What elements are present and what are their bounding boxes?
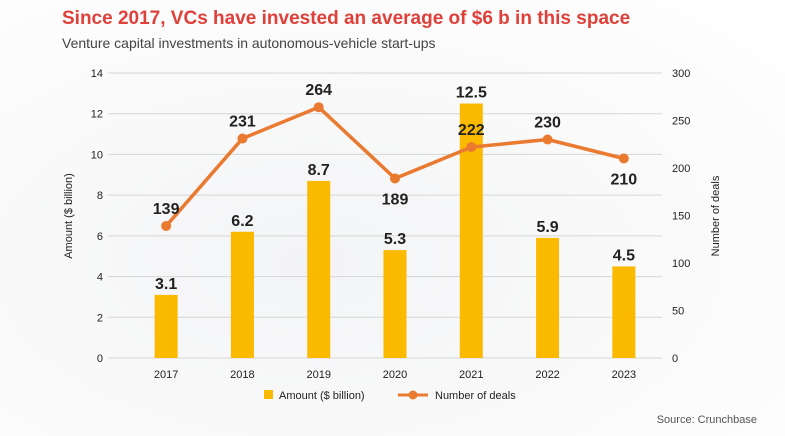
right-axis-title: Number of deals <box>710 175 722 256</box>
x-tick-label: 2017 <box>154 369 178 381</box>
bar-value-label: 5.9 <box>536 219 558 236</box>
x-tick-label: 2023 <box>612 369 636 381</box>
left-axis-ticks: 0 2 4 6 8 10 12 14 <box>91 68 103 365</box>
right-axis-ticks: 0 50 100 150 200 250 300 <box>672 68 690 365</box>
bar-value-label: 8.7 <box>308 162 330 179</box>
deals-value-label: 230 <box>534 115 561 132</box>
y-tick-label: 12 <box>91 109 103 121</box>
x-tick-label: 2021 <box>459 369 483 381</box>
legend: Amount ($ billion) Number of deals <box>264 390 516 402</box>
y-tick-label: 0 <box>97 353 103 365</box>
bar-value-label: 12.5 <box>456 85 487 102</box>
bar-2018 <box>230 231 254 358</box>
bar-2023 <box>612 266 636 358</box>
chart-title: Since 2017, VCs have invested an average… <box>62 8 631 29</box>
deals-point-2018 <box>237 133 248 144</box>
left-axis-title: Amount ($ billion) <box>63 173 75 259</box>
deals-value-label: 210 <box>611 172 638 189</box>
deals-value-label: 222 <box>458 122 485 139</box>
bar-2017 <box>154 294 178 358</box>
y2-tick-label: 300 <box>672 68 690 80</box>
y2-tick-label: 200 <box>672 163 690 175</box>
legend-label-deals: Number of deals <box>435 390 516 402</box>
y-tick-label: 4 <box>97 272 103 284</box>
bar-value-label: 5.3 <box>384 231 406 248</box>
data-labels: 3.1 6.2 8.7 5.3 12.5 5.9 4.5 139 231 264 189 222 230… <box>153 82 638 293</box>
x-tick-label: 2020 <box>383 369 407 381</box>
y2-tick-label: 100 <box>672 258 690 270</box>
chart-subtitle: Venture capital investments in autonomou… <box>62 35 436 51</box>
legend-label-amount: Amount ($ billion) <box>279 390 365 402</box>
x-axis-ticks: 2017 2018 2019 2020 2021 2022 2023 <box>154 369 636 381</box>
y2-tick-label: 50 <box>672 306 684 318</box>
y-tick-label: 14 <box>91 68 103 80</box>
bar-2021 <box>459 103 483 359</box>
legend-swatch-deals-marker <box>408 390 418 400</box>
x-tick-label: 2022 <box>535 369 559 381</box>
source-note: Source: Crunchbase <box>656 414 757 426</box>
bar-value-label: 3.1 <box>155 276 177 293</box>
y2-tick-label: 250 <box>672 116 690 128</box>
deals-value-label: 264 <box>305 82 332 99</box>
deals-point-2023 <box>618 153 629 164</box>
bar-value-label: 4.5 <box>613 247 635 264</box>
y-tick-label: 2 <box>97 312 103 324</box>
bar-value-label: 6.2 <box>231 213 253 230</box>
bar-2019 <box>307 180 331 358</box>
deals-point-2020 <box>390 173 400 184</box>
deals-point-2017 <box>161 220 172 231</box>
bar-2020 <box>383 250 407 358</box>
deals-point-2021 <box>466 142 477 153</box>
deals-value-label: 189 <box>382 191 409 208</box>
y2-tick-label: 150 <box>672 211 690 223</box>
bar-series <box>154 103 636 359</box>
x-tick-label: 2019 <box>306 369 330 381</box>
deals-value-label: 231 <box>229 114 256 131</box>
gridlines <box>108 72 662 359</box>
line-series <box>161 102 629 231</box>
bar-2022 <box>536 237 560 358</box>
deals-point-2019 <box>313 102 324 113</box>
y-tick-label: 6 <box>97 231 103 243</box>
deals-point-2022 <box>542 134 553 145</box>
y-tick-label: 10 <box>91 149 103 161</box>
legend-swatch-amount <box>264 390 273 399</box>
deals-value-label: 139 <box>153 201 180 218</box>
y2-tick-label: 0 <box>672 353 678 365</box>
y-tick-label: 8 <box>97 190 103 202</box>
x-tick-label: 2018 <box>230 369 254 381</box>
